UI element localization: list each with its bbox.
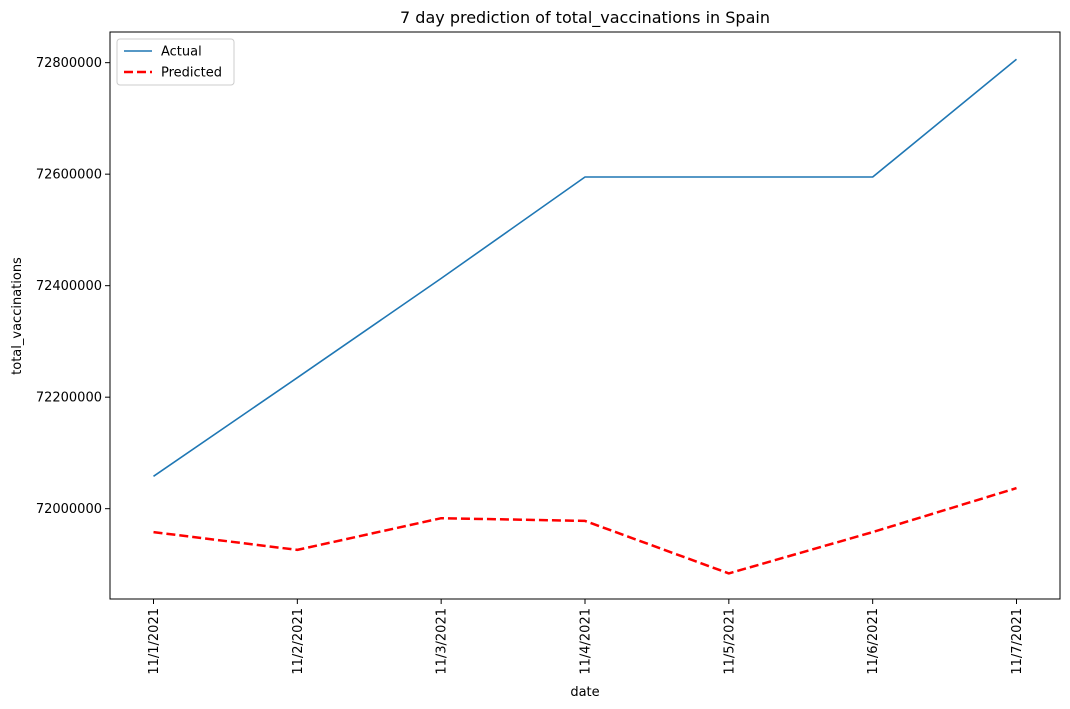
legend: Actual Predicted — [116, 38, 235, 86]
x-axis: 11/1/2021 11/2/2021 11/3/2021 11/4/2021 11/5… — [147, 599, 1025, 675]
legend-label-predicted: Predicted — [161, 66, 222, 81]
y-tick-label: 72600000 — [36, 168, 102, 183]
y-tick-label: 72400000 — [36, 279, 102, 294]
x-tick-label: 11/4/2021 — [579, 608, 594, 675]
x-axis-title: date — [570, 685, 599, 700]
y-axis: 72000000 72200000 72400000 72600000 72800000 — [36, 56, 110, 517]
x-tick-label: 11/7/2021 — [1010, 608, 1025, 675]
chart-title: 7 day prediction of total_vaccinations i… — [400, 8, 770, 28]
y-tick-label: 72200000 — [36, 391, 102, 406]
x-tick-label: 11/2/2021 — [291, 608, 306, 675]
x-tick-label: 11/5/2021 — [722, 608, 737, 675]
y-tick-label: 72800000 — [36, 56, 102, 71]
x-tick-label: 11/6/2021 — [866, 608, 881, 675]
plot-area — [153, 58, 1018, 575]
y-tick-label: 72000000 — [36, 502, 102, 517]
legend-label-actual: Actual — [161, 45, 202, 60]
plot-frame — [109, 31, 1061, 600]
series-line-predicted — [153, 486, 1017, 575]
y-axis-title: total_vaccinations — [10, 257, 25, 375]
x-tick-label: 11/1/2021 — [147, 608, 162, 675]
x-tick-label: 11/3/2021 — [435, 608, 450, 675]
series-line-actual — [153, 58, 1018, 477]
